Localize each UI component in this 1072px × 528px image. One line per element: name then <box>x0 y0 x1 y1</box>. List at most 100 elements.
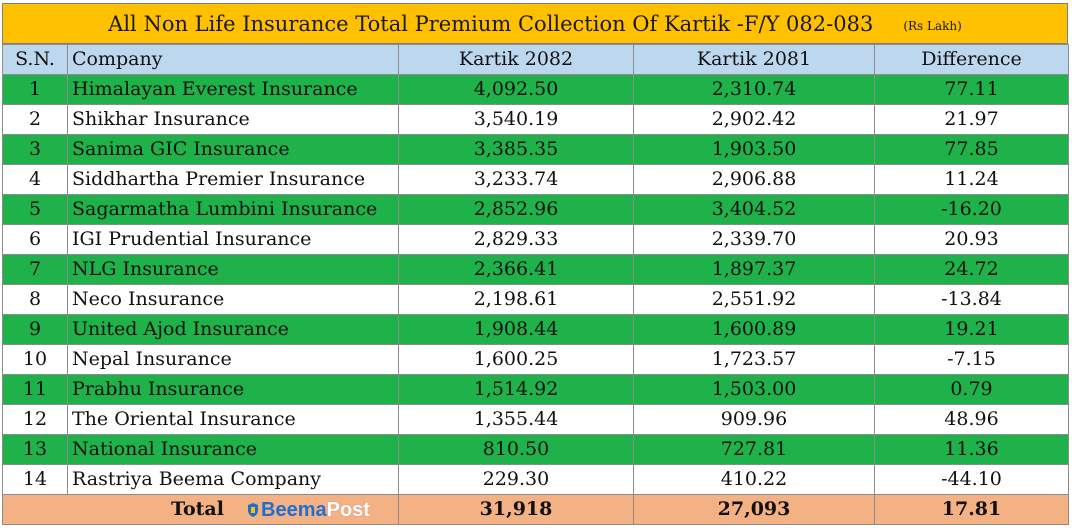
total-row: Total Beema Post 31,918 27,093 17.81 <box>2 494 1069 525</box>
difference-cell: 48.96 <box>874 404 1069 435</box>
difference-cell: 77.11 <box>874 74 1069 105</box>
premium-report: All Non Life Insurance Total Premium Col… <box>2 3 1069 525</box>
table-row: 14 Rastriya Beema Company 229.30 410.22 -44.… <box>2 464 1069 495</box>
difference-cell: 11.36 <box>874 434 1069 465</box>
header-difference: Difference <box>874 44 1069 75</box>
current-cell: 1,355.44 <box>398 404 634 435</box>
previous-cell: 1,903.50 <box>633 134 875 165</box>
difference-cell: 19.21 <box>874 314 1069 345</box>
sn-cell: 4 <box>2 164 68 195</box>
difference-cell: 20.93 <box>874 224 1069 255</box>
company-cell: Siddhartha Premier Insurance <box>67 164 399 195</box>
table-row: 13 National Insurance 810.50 727.81 11.36 <box>2 434 1069 465</box>
shield-icon <box>248 503 258 517</box>
sn-cell: 9 <box>2 314 68 345</box>
header-current: Kartik 2082 <box>398 44 634 75</box>
company-cell: Nepal Insurance <box>67 344 399 375</box>
company-cell: Shikhar Insurance <box>67 104 399 135</box>
total-difference: 17.81 <box>874 494 1069 525</box>
company-cell: Prabhu Insurance <box>67 374 399 405</box>
company-cell: Rastriya Beema Company <box>67 464 399 495</box>
logo-text-post: Post <box>326 499 370 521</box>
difference-cell: 11.24 <box>874 164 1069 195</box>
current-cell: 2,829.33 <box>398 224 634 255</box>
table-row: 2 Shikhar Insurance 3,540.19 2,902.42 21.97 <box>2 104 1069 135</box>
current-cell: 229.30 <box>398 464 634 495</box>
total-label-cell: Total Beema Post <box>2 494 399 525</box>
company-cell: National Insurance <box>67 434 399 465</box>
table-row: 10 Nepal Insurance 1,600.25 1,723.57 -7.15 <box>2 344 1069 375</box>
header-sn: S.N. <box>2 44 68 75</box>
premium-table: S.N. Company Kartik 2082 Kartik 2081 Dif… <box>2 44 1069 525</box>
sn-cell: 8 <box>2 284 68 315</box>
difference-cell: -13.84 <box>874 284 1069 315</box>
sn-cell: 1 <box>2 74 68 105</box>
sn-cell: 12 <box>2 404 68 435</box>
current-cell: 2,366.41 <box>398 254 634 285</box>
previous-cell: 1,897.37 <box>633 254 875 285</box>
sn-cell: 13 <box>2 434 68 465</box>
current-cell: 1,600.25 <box>398 344 634 375</box>
company-cell: United Ajod Insurance <box>67 314 399 345</box>
difference-cell: -7.15 <box>874 344 1069 375</box>
table-row: 7 NLG Insurance 2,366.41 1,897.37 24.72 <box>2 254 1069 285</box>
table-row: 6 IGI Prudential Insurance 2,829.33 2,339.7… <box>2 224 1069 255</box>
table-row: 1 Himalayan Everest Insurance 4,092.50 2,31… <box>2 74 1069 105</box>
previous-cell: 727.81 <box>633 434 875 465</box>
current-cell: 4,092.50 <box>398 74 634 105</box>
sn-cell: 14 <box>2 464 68 495</box>
difference-cell: 24.72 <box>874 254 1069 285</box>
previous-cell: 2,310.74 <box>633 74 875 105</box>
table-row: 8 Neco Insurance 2,198.61 2,551.92 -13.84 <box>2 284 1069 315</box>
total-previous: 27,093 <box>633 494 875 525</box>
difference-cell: 0.79 <box>874 374 1069 405</box>
previous-cell: 2,902.42 <box>633 104 875 135</box>
company-cell: Sagarmatha Lumbini Insurance <box>67 194 399 225</box>
previous-cell: 1,503.00 <box>633 374 875 405</box>
table-row: 5 Sagarmatha Lumbini Insurance 2,852.96 3,4… <box>2 194 1069 225</box>
total-label: Total <box>171 498 224 520</box>
logo-text-beema: Beema <box>261 499 327 521</box>
table-row: 11 Prabhu Insurance 1,514.92 1,503.00 0.79 <box>2 374 1069 405</box>
sn-cell: 3 <box>2 134 68 165</box>
table-row: 12 The Oriental Insurance 1,355.44 909.96 48… <box>2 404 1069 435</box>
previous-cell: 1,600.89 <box>633 314 875 345</box>
table-row: 9 United Ajod Insurance 1,908.44 1,600.89 19… <box>2 314 1069 345</box>
current-cell: 3,233.74 <box>398 164 634 195</box>
header-row: S.N. Company Kartik 2082 Kartik 2081 Dif… <box>2 44 1069 75</box>
previous-cell: 909.96 <box>633 404 875 435</box>
header-previous: Kartik 2081 <box>633 44 875 75</box>
table-body: 1 Himalayan Everest Insurance 4,092.50 2,31… <box>2 74 1069 495</box>
company-cell: Neco Insurance <box>67 284 399 315</box>
previous-cell: 2,551.92 <box>633 284 875 315</box>
previous-cell: 2,906.88 <box>633 164 875 195</box>
report-title: All Non Life Insurance Total Premium Col… <box>108 11 874 36</box>
difference-cell: -44.10 <box>874 464 1069 495</box>
company-cell: Sanima GIC Insurance <box>67 134 399 165</box>
unit-label: (Rs Lakh) <box>903 18 962 33</box>
company-cell: The Oriental Insurance <box>67 404 399 435</box>
company-cell: Himalayan Everest Insurance <box>67 74 399 105</box>
beemapost-logo: Beema Post <box>247 499 370 521</box>
difference-cell: 77.85 <box>874 134 1069 165</box>
current-cell: 3,540.19 <box>398 104 634 135</box>
previous-cell: 410.22 <box>633 464 875 495</box>
difference-cell: -16.20 <box>874 194 1069 225</box>
current-cell: 1,514.92 <box>398 374 634 405</box>
previous-cell: 3,404.52 <box>633 194 875 225</box>
total-current: 31,918 <box>398 494 634 525</box>
title-bar: All Non Life Insurance Total Premium Col… <box>2 3 1068 44</box>
header-company: Company <box>67 44 399 75</box>
table-row: 3 Sanima GIC Insurance 3,385.35 1,903.50 77.… <box>2 134 1069 165</box>
table-row: 4 Siddhartha Premier Insurance 3,233.74 2,9… <box>2 164 1069 195</box>
sn-cell: 7 <box>2 254 68 285</box>
difference-cell: 21.97 <box>874 104 1069 135</box>
previous-cell: 2,339.70 <box>633 224 875 255</box>
current-cell: 2,198.61 <box>398 284 634 315</box>
sn-cell: 10 <box>2 344 68 375</box>
current-cell: 810.50 <box>398 434 634 465</box>
sn-cell: 6 <box>2 224 68 255</box>
current-cell: 1,908.44 <box>398 314 634 345</box>
company-cell: IGI Prudential Insurance <box>67 224 399 255</box>
sn-cell: 2 <box>2 104 68 135</box>
